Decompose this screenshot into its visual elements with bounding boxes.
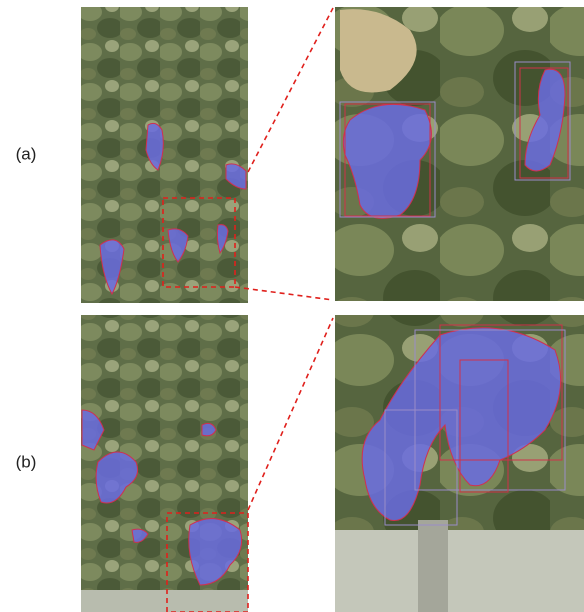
panel-label: (a) bbox=[16, 144, 37, 163]
zoom-photo bbox=[335, 315, 584, 612]
figure: (a) (b) bbox=[0, 0, 584, 612]
zoom-photo bbox=[335, 7, 584, 301]
panel-label: (b) bbox=[16, 452, 37, 471]
zoom-line bbox=[248, 318, 333, 510]
photo bbox=[81, 315, 248, 612]
zoom-line bbox=[235, 287, 333, 300]
zoom-line bbox=[248, 8, 333, 172]
photo bbox=[81, 7, 248, 303]
